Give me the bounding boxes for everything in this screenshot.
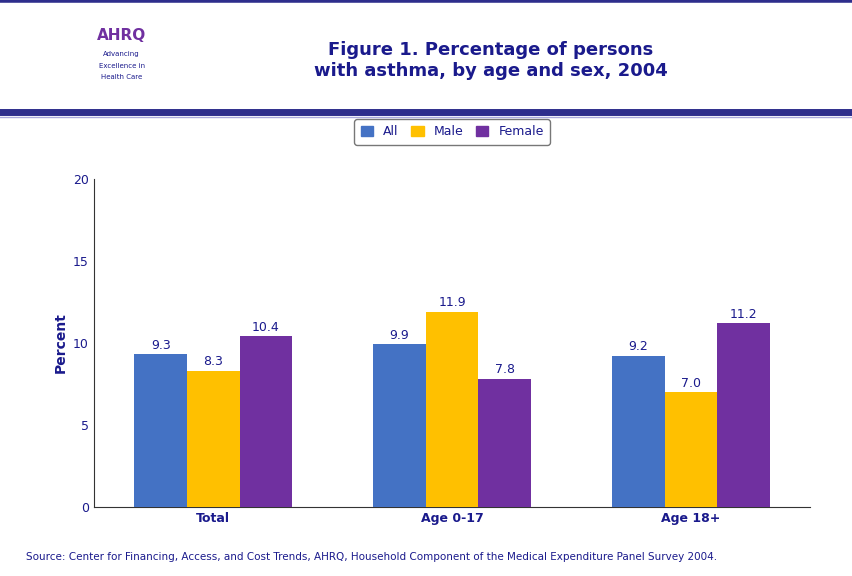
Text: Health Care: Health Care <box>101 74 142 80</box>
Bar <box>187 370 239 507</box>
Text: Advancing: Advancing <box>103 51 140 57</box>
Text: 8.3: 8.3 <box>203 355 223 368</box>
Text: 7.0: 7.0 <box>680 377 700 389</box>
Text: 11.9: 11.9 <box>438 296 465 309</box>
Text: 10.4: 10.4 <box>251 321 279 334</box>
Bar <box>478 379 530 507</box>
Text: Source: Center for Financing, Access, and Cost Trends, AHRQ, Household Component: Source: Center for Financing, Access, an… <box>26 552 716 562</box>
Text: 9.2: 9.2 <box>628 340 648 354</box>
Text: 9.9: 9.9 <box>389 329 409 342</box>
Y-axis label: Percent: Percent <box>54 312 67 373</box>
Bar <box>72 10 171 102</box>
Legend: All, Male, Female: All, Male, Female <box>354 119 550 145</box>
Text: 11.2: 11.2 <box>728 308 757 321</box>
Bar <box>425 312 478 507</box>
Bar <box>664 392 717 507</box>
Bar <box>373 344 425 507</box>
Bar <box>717 323 769 507</box>
Bar <box>239 336 291 507</box>
Bar <box>612 356 664 507</box>
Text: 9.3: 9.3 <box>151 339 170 352</box>
Text: 7.8: 7.8 <box>494 363 514 376</box>
Text: Figure 1. Percentage of persons
with asthma, by age and sex, 2004: Figure 1. Percentage of persons with ast… <box>314 41 666 80</box>
Text: Excellence in: Excellence in <box>99 63 145 69</box>
Bar <box>135 354 187 507</box>
Text: AHRQ: AHRQ <box>97 28 146 43</box>
